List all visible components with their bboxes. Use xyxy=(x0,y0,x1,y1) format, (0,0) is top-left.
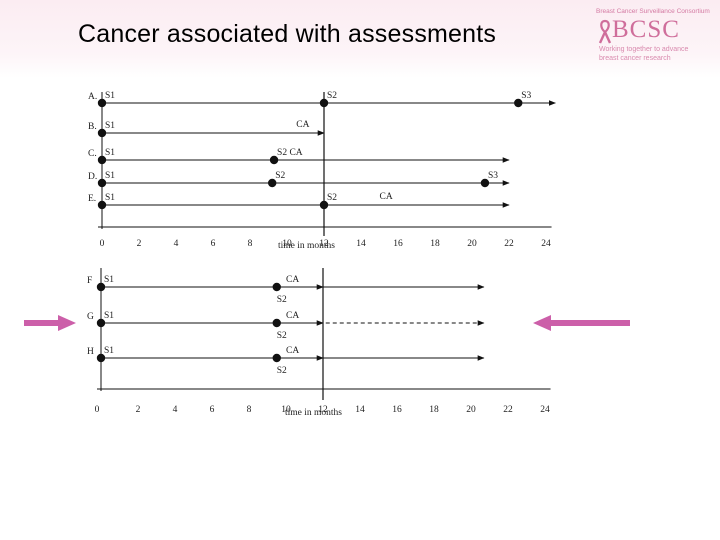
row-A-label-s3: S3 xyxy=(521,91,531,101)
row-D-point-s1 xyxy=(97,178,107,188)
row-F-label-s2: S2 xyxy=(277,295,287,305)
row-label-A: A. xyxy=(88,92,97,102)
bottom-tick-label: 10 xyxy=(281,405,291,415)
bottom-tick-label: 12 xyxy=(318,405,328,415)
row-B-label-s1: S1 xyxy=(105,121,115,131)
top-tick-label: 12 xyxy=(319,239,329,249)
row-E-label-s2: S2 xyxy=(327,193,337,203)
row-D-label-s2: S2 xyxy=(275,171,285,181)
row-H-point-s2 xyxy=(272,353,281,363)
top-tick-label: 6 xyxy=(211,239,216,249)
row-E-label-s1: S1 xyxy=(105,193,115,203)
row-D-label-s1: S1 xyxy=(105,171,115,181)
row-B-label-ca: CA xyxy=(296,120,309,130)
row-G-point-s1 xyxy=(96,318,106,328)
row-H-label-ca: CA xyxy=(286,346,299,356)
bottom-tick-label: 2 xyxy=(136,405,141,415)
row-E-label-ca: CA xyxy=(380,192,393,202)
row-label-H: H xyxy=(87,347,94,357)
bottom-tick-label: 6 xyxy=(210,405,215,415)
row-C-label-s1: S1 xyxy=(105,148,115,158)
bcsc-logo: Breast Cancer Surveillance Consortium BC… xyxy=(596,8,712,68)
top-axis-label: time in months xyxy=(278,241,335,251)
top-tick-label: 22 xyxy=(504,239,514,249)
row-C-point-s1 xyxy=(97,155,107,165)
top-tick-label: 24 xyxy=(541,239,551,249)
top-tick-label: 10 xyxy=(282,239,292,249)
top-tick-label: 4 xyxy=(174,239,179,249)
left-highlight-arrow xyxy=(24,315,76,331)
bottom-tick-label: 4 xyxy=(173,405,178,415)
row-F-label-s1: S1 xyxy=(104,275,114,285)
row-G-label-ca: CA xyxy=(286,311,299,321)
right-highlight-arrow xyxy=(533,315,630,331)
bottom-tick-label: 0 xyxy=(95,405,100,415)
row-D-label-s3: S3 xyxy=(488,171,498,181)
bottom-axis-label: time in months xyxy=(285,408,342,418)
row-label-E: E. xyxy=(88,194,96,204)
row-H-label-s2: S2 xyxy=(277,366,287,376)
row-G-label-s2: S2 xyxy=(277,331,287,341)
row-label-F: F xyxy=(87,276,92,286)
row-F-point-s1 xyxy=(96,282,106,292)
slide-title: Cancer associated with assessments xyxy=(78,20,497,48)
top-tick-label: 20 xyxy=(467,239,477,249)
row-F-label-ca: CA xyxy=(286,275,299,285)
row-A-point-s2 xyxy=(319,98,329,108)
row-A-point-s1 xyxy=(97,98,107,108)
bottom-tick-label: 8 xyxy=(247,405,252,415)
row-A-label-s1: S1 xyxy=(105,91,115,101)
row-label-G: G xyxy=(87,312,94,322)
row-E-point-s1 xyxy=(97,200,107,210)
row-H-point-s1 xyxy=(96,353,106,363)
bottom-tick-label: 16 xyxy=(392,405,402,415)
logo-subtitle-line2: breast cancer research xyxy=(599,55,671,62)
row-D-point-s3 xyxy=(480,178,490,188)
row-label-D: D. xyxy=(88,172,97,182)
top-tick-label: 14 xyxy=(356,239,366,249)
row-A-label-s2: S2 xyxy=(327,91,337,101)
bottom-tick-label: 20 xyxy=(466,405,476,415)
bottom-tick-label: 24 xyxy=(540,405,550,415)
row-B-point-s1 xyxy=(97,128,107,138)
pink-ribbon-icon xyxy=(598,19,612,44)
row-E-point-s2 xyxy=(319,200,329,210)
top-tick-label: 0 xyxy=(100,239,105,249)
row-label-C: C. xyxy=(88,149,97,159)
bottom-tick-label: 22 xyxy=(503,405,513,415)
row-G-label-s1: S1 xyxy=(104,311,114,321)
bottom-tick-label: 14 xyxy=(355,405,365,415)
row-F-point-s2 xyxy=(272,282,281,292)
row-C-point-s2-ca xyxy=(269,155,279,165)
row-D-point-s2 xyxy=(268,178,277,188)
row-H-label-s1: S1 xyxy=(104,346,114,356)
row-G-point-s2 xyxy=(272,318,281,328)
top-tick-label: 2 xyxy=(137,239,142,249)
top-tick-label: 16 xyxy=(393,239,403,249)
row-label-B: B. xyxy=(88,122,97,132)
row-A-point-s3 xyxy=(514,98,523,108)
logo-name: BCSC xyxy=(612,16,680,43)
logo-subtitle-line1: Working together to advance xyxy=(599,46,689,53)
logo-tagline: Breast Cancer Surveillance Consortium xyxy=(596,8,710,15)
row-C-label-s2-ca: S2 CA xyxy=(277,148,303,158)
bottom-tick-label: 18 xyxy=(429,405,439,415)
header-band xyxy=(0,0,720,78)
top-tick-label: 8 xyxy=(248,239,253,249)
top-tick-label: 18 xyxy=(430,239,440,249)
